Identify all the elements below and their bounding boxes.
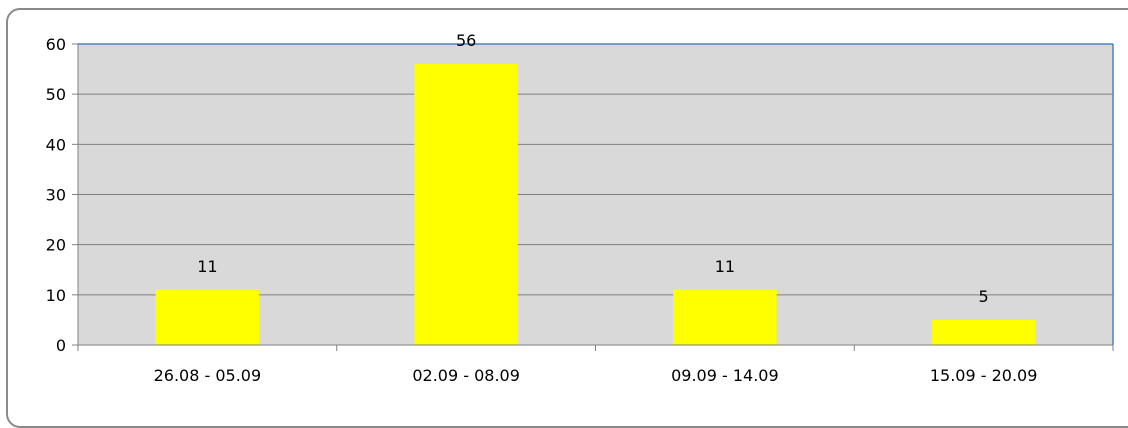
y-ticks: 0 10 20 30 40 50 60 (46, 35, 78, 355)
y-tick-label: 10 (46, 286, 66, 305)
y-tick-label: 40 (46, 135, 66, 154)
y-tick-label: 60 (46, 35, 66, 54)
x-tick-label: 09.09 - 14.09 (671, 366, 779, 385)
bars (155, 64, 1036, 346)
bar-chart: 0 10 20 30 40 50 60 26.08 - 05.09 02.09 - 08.09… (46, 31, 1114, 385)
y-tick-label: 30 (46, 186, 66, 205)
bar (155, 289, 260, 345)
data-label: 56 (456, 31, 476, 50)
bar (931, 319, 1036, 345)
data-labels: 11 56 11 5 (197, 31, 989, 306)
data-label: 11 (715, 257, 735, 276)
x-tick-label: 15.09 - 20.09 (930, 366, 1038, 385)
x-ticks: 26.08 - 05.09 02.09 - 08.09 09.09 - 14.09 1… (77, 345, 1114, 385)
bar (414, 64, 518, 346)
data-label: 5 (979, 287, 989, 306)
bar (673, 289, 777, 345)
y-tick-label: 20 (46, 236, 66, 255)
x-tick-label: 26.08 - 05.09 (154, 366, 262, 385)
y-tick-label: 0 (56, 336, 66, 355)
x-tick-label: 02.09 - 08.09 (412, 366, 520, 385)
y-tick-label: 50 (46, 85, 66, 104)
data-label: 11 (197, 257, 217, 276)
